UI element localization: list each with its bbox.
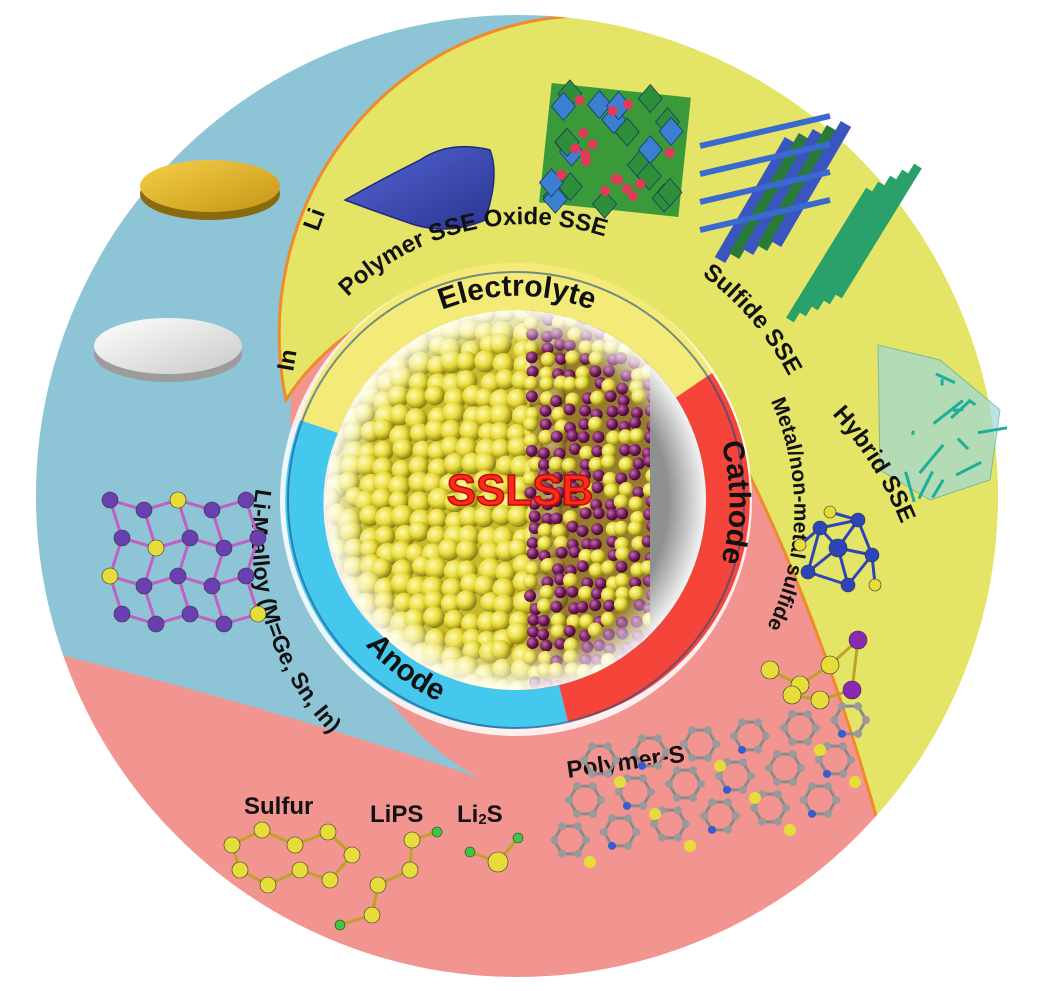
sulfur-ring-image — [223, 821, 361, 894]
polymer-sheet-image — [343, 145, 495, 230]
sulfur-chain-image-small — [760, 630, 868, 710]
li2s-molecule-image — [464, 832, 524, 873]
core-cross-section — [326, 310, 706, 690]
li-disk-image — [140, 160, 280, 220]
lips-label: LiPS — [370, 801, 423, 828]
sulfur-label: Sulfur — [244, 793, 313, 820]
metal-sulfide-cluster-image — [793, 505, 882, 593]
lips-chain-image — [334, 826, 443, 931]
sulfide-crystal-image — [699, 113, 922, 323]
ring-segment-electrolyte — [300, 262, 712, 433]
in-disk-image — [94, 318, 242, 382]
alloy-crystal-image — [101, 491, 267, 633]
center-label: SSLSB — [447, 466, 594, 515]
li2s-label: Li2S — [457, 801, 503, 828]
outer-circle-border — [34, 13, 1000, 979]
polymer-s-structure-image — [550, 702, 870, 868]
in-label: In — [272, 347, 302, 373]
hybrid-crystal-image — [877, 344, 1008, 503]
ring-segment-anode — [285, 420, 568, 729]
oxide-crystal-image — [538, 79, 691, 219]
